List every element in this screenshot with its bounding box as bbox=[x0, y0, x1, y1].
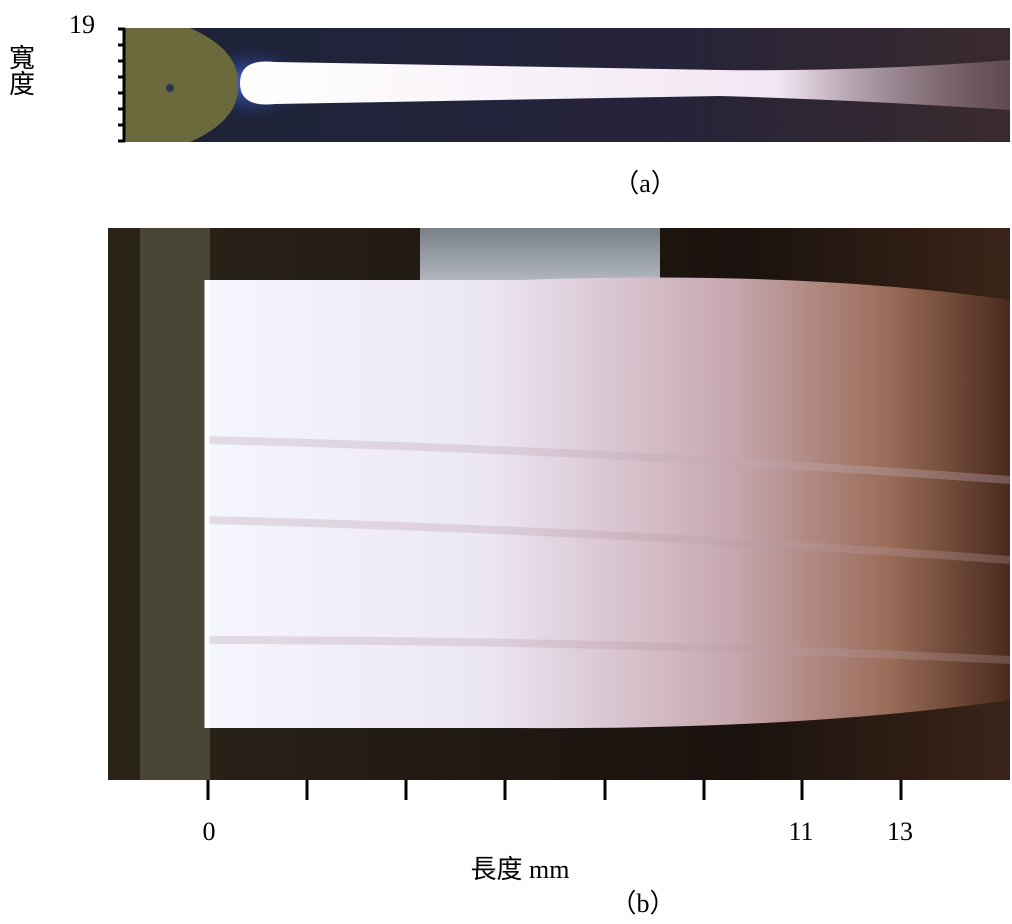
y-axis-label: 寬度 bbox=[6, 44, 35, 96]
caption-a: （a） bbox=[613, 169, 677, 198]
y-tick-label: 19 bbox=[69, 10, 95, 39]
photo-b bbox=[108, 228, 1010, 780]
figure: 19 寬度 （a） 0 11 13 長度 mm （b） bbox=[0, 0, 1012, 924]
caption-b: （b） bbox=[610, 889, 675, 918]
x-axis-b bbox=[208, 780, 901, 800]
x-tick-label: 11 bbox=[788, 817, 813, 846]
x-tick-label: 0 bbox=[203, 817, 216, 846]
x-axis-label: 長度 mm bbox=[471, 855, 570, 884]
x-tick-label: 13 bbox=[887, 817, 913, 846]
y-axis-a bbox=[118, 28, 125, 142]
photo-a bbox=[125, 28, 1010, 142]
